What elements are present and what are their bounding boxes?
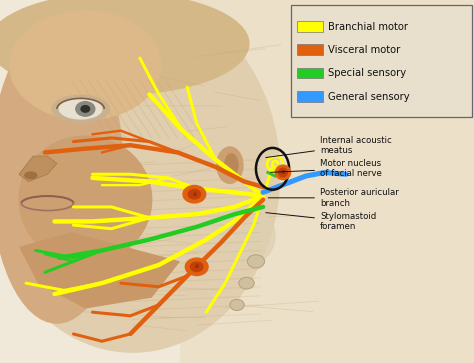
Ellipse shape [52, 95, 109, 123]
Text: Branchial motor: Branchial motor [328, 22, 409, 32]
Ellipse shape [19, 136, 152, 263]
Text: Special sensory: Special sensory [328, 68, 407, 78]
Bar [297, 21, 323, 32]
Polygon shape [19, 232, 180, 309]
Text: Posterior auricular
branch: Posterior auricular branch [268, 188, 399, 208]
Ellipse shape [0, 25, 123, 323]
Circle shape [239, 277, 254, 289]
Bar [297, 68, 323, 78]
Circle shape [191, 262, 203, 272]
Circle shape [247, 255, 264, 268]
Ellipse shape [76, 102, 95, 116]
Text: ⊕: ⊕ [195, 264, 199, 269]
Circle shape [230, 299, 244, 310]
Ellipse shape [279, 168, 287, 177]
Ellipse shape [0, 0, 249, 94]
Ellipse shape [225, 154, 238, 176]
Text: Visceral motor: Visceral motor [328, 45, 401, 55]
Circle shape [185, 258, 208, 276]
Text: Stylomastoid
foramen: Stylomastoid foramen [266, 212, 376, 231]
Circle shape [188, 189, 201, 199]
Bar [297, 44, 323, 55]
Circle shape [183, 185, 206, 203]
Ellipse shape [0, 0, 280, 352]
FancyBboxPatch shape [180, 0, 474, 363]
Ellipse shape [25, 172, 37, 179]
Bar [297, 91, 323, 102]
Ellipse shape [275, 165, 291, 180]
FancyBboxPatch shape [291, 5, 472, 117]
Text: ⊕: ⊕ [281, 170, 285, 175]
Ellipse shape [9, 11, 161, 120]
Text: ⊕: ⊕ [192, 192, 196, 197]
Text: Internal acoustic
meatus: Internal acoustic meatus [266, 135, 392, 158]
Polygon shape [19, 156, 57, 182]
Ellipse shape [218, 207, 275, 265]
Ellipse shape [59, 99, 102, 119]
Ellipse shape [81, 106, 90, 112]
Text: Motor nucleus
of facial nerve: Motor nucleus of facial nerve [271, 159, 382, 179]
Ellipse shape [217, 147, 243, 183]
Text: General sensory: General sensory [328, 91, 410, 102]
